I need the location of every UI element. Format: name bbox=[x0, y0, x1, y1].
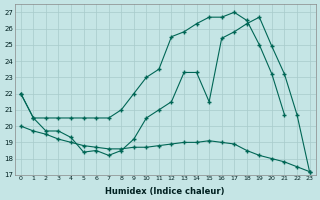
X-axis label: Humidex (Indice chaleur): Humidex (Indice chaleur) bbox=[106, 187, 225, 196]
